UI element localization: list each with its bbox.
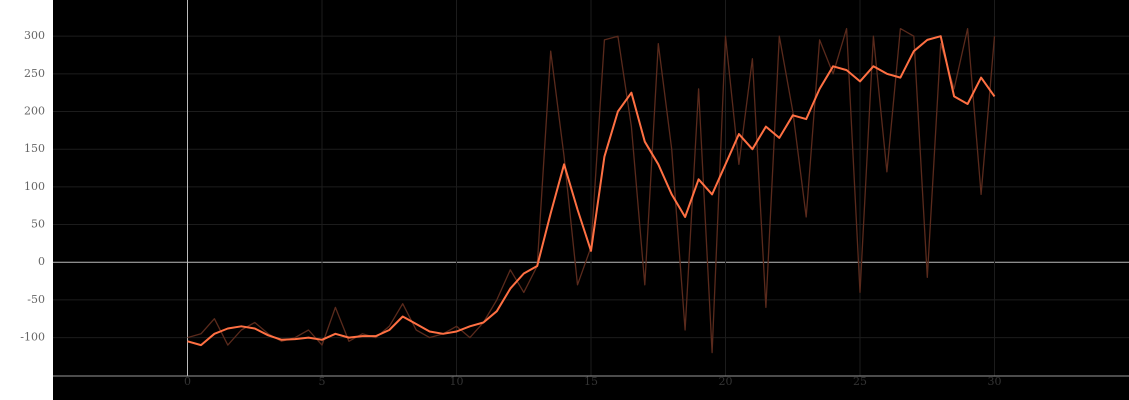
y-tick-label: -50 <box>27 293 45 306</box>
y-tick-label: 150 <box>24 142 45 155</box>
x-tick-label: 25 <box>853 375 867 388</box>
x-tick-label: 0 <box>184 375 191 388</box>
x-tick-label: 5 <box>319 375 326 388</box>
y-tick-label: -100 <box>20 331 45 344</box>
x-tick-label: 15 <box>584 375 598 388</box>
x-tick-label: 20 <box>719 375 733 388</box>
x-tick-label: 30 <box>988 375 1002 388</box>
x-tick-label: 10 <box>450 375 464 388</box>
y-tick-label: 200 <box>24 105 45 118</box>
series-line <box>187 35 996 347</box>
y-tick-label: 250 <box>24 67 45 80</box>
y-tick-label: 0 <box>38 255 45 268</box>
y-tick-label: 300 <box>24 29 45 42</box>
y-tick-label: 100 <box>24 180 45 193</box>
y-tick-label: 50 <box>31 218 45 231</box>
